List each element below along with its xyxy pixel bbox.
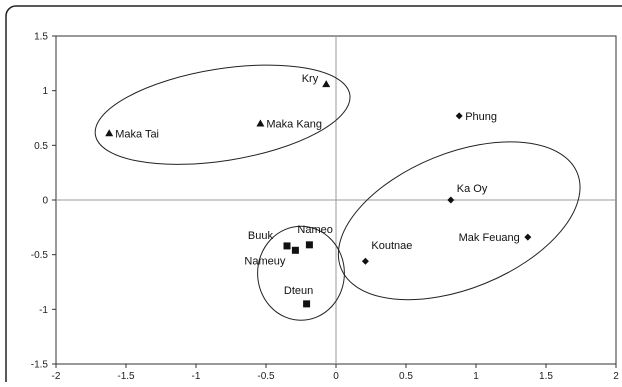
y-tick-label: -0.5 xyxy=(31,250,49,261)
square-marker-nameo xyxy=(305,241,313,249)
square-marker-dteun xyxy=(303,300,311,308)
x-tick-label: 2 xyxy=(613,371,619,382)
square-marker-nameuy xyxy=(291,246,299,254)
point-label-mak-feuang: Mak Feuang xyxy=(459,232,520,244)
cluster-ellipse-diamond xyxy=(337,141,581,301)
data-points: Maka Tai Maka Kang Kry Phung Ka Oy Mak Feuang… xyxy=(105,73,532,308)
x-tick-label: 0.5 xyxy=(399,371,413,382)
triangle-marker-maka-kang xyxy=(256,119,265,127)
diamond-marker-mak-feuang xyxy=(524,233,532,241)
y-tick-label: -1 xyxy=(39,305,48,316)
x-tick-label: -2 xyxy=(52,371,61,382)
point-label-nameuy: Nameuy xyxy=(244,255,285,267)
point-label-kry: Kry xyxy=(302,73,319,85)
point-label-maka-kang: Maka Kang xyxy=(266,118,322,130)
triangle-marker-kry xyxy=(322,80,331,88)
point-label-koutnae: Koutnae xyxy=(371,240,412,252)
x-tick-label: -0.5 xyxy=(257,371,275,382)
cluster-ellipse-triangle xyxy=(94,64,351,165)
diamond-marker-koutnae xyxy=(361,257,369,265)
y-tick-label: 1.5 xyxy=(34,32,48,43)
diamond-marker-phung xyxy=(455,112,463,120)
x-tick-label: 1 xyxy=(473,371,479,382)
x-tick-label: -1 xyxy=(192,371,201,382)
x-tick-label: -1.5 xyxy=(117,371,135,382)
x-tick-label: 1.5 xyxy=(539,371,553,382)
square-marker-buuk xyxy=(283,242,291,250)
point-label-ka-oy: Ka Oy xyxy=(457,183,488,195)
triangle-marker-maka-tai xyxy=(105,129,114,137)
cluster-ellipses xyxy=(94,64,581,321)
x-tick-label: 0 xyxy=(333,371,339,382)
diamond-marker-ka-oy xyxy=(447,196,455,204)
point-label-phung: Phung xyxy=(465,111,497,123)
cluster-ellipse-square xyxy=(257,225,345,321)
y-axis: 1.5 1 0.5 0 -0.5 -1 -1.5 xyxy=(31,32,56,371)
x-axis: -2 -1.5 -1 -0.5 0 0.5 1 1.5 2 xyxy=(52,364,619,382)
y-tick-label: 0.5 xyxy=(34,141,48,152)
point-label-maka-tai: Maka Tai xyxy=(115,128,159,140)
y-tick-label: 0 xyxy=(42,196,48,207)
point-label-buuk: Buuk xyxy=(248,230,274,242)
outer-frame xyxy=(5,5,622,387)
point-label-nameo: Nameo xyxy=(297,224,332,236)
y-tick-label: -1.5 xyxy=(31,360,49,371)
y-tick-label: 1 xyxy=(42,86,48,97)
zero-lines xyxy=(56,36,616,364)
point-label-dteun: Dteun xyxy=(284,285,313,297)
